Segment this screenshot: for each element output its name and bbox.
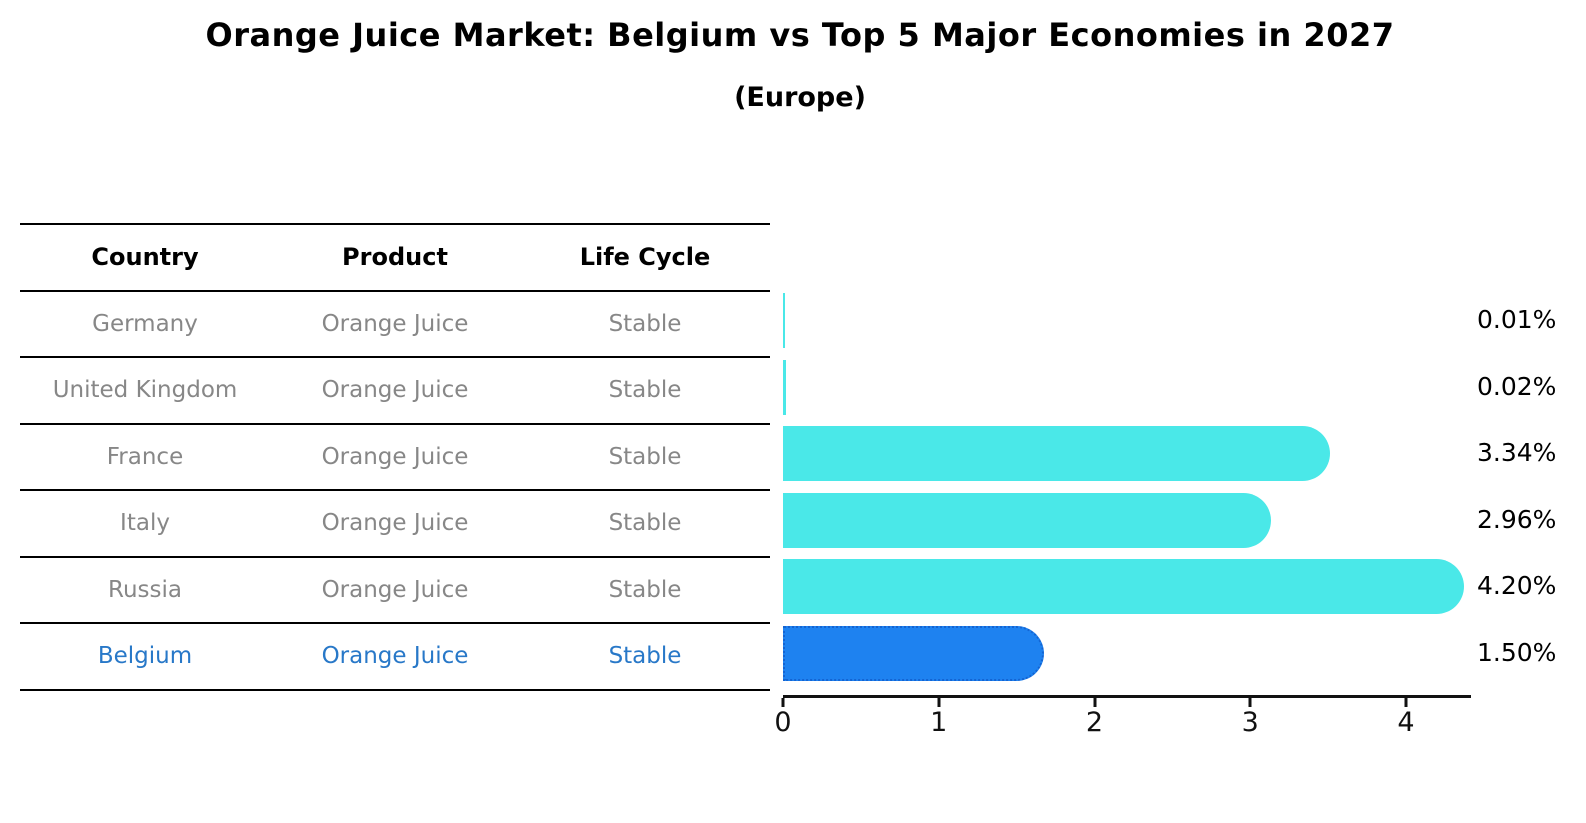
column-header-country: Country	[91, 243, 199, 272]
x-axis-tick-label: 3	[1241, 707, 1259, 738]
country-cell: Russia	[108, 576, 182, 603]
country-cell: Germany	[92, 310, 198, 337]
lifecycle-cell: Stable	[608, 643, 682, 670]
bar-germany	[783, 293, 785, 348]
value-label-france: 3.34%	[1477, 438, 1557, 467]
table-row-italy: Italy Orange Juice Stable	[20, 491, 770, 558]
lifecycle-cell: Stable	[608, 443, 682, 470]
table-header-row: Country Product Life Cycle	[20, 225, 770, 292]
product-cell: Orange Juice	[321, 443, 469, 470]
lifecycle-cell: Stable	[608, 310, 682, 337]
x-axis-tick-label: 4	[1397, 707, 1415, 738]
page-title: Orange Juice Market: Belgium vs Top 5 Ma…	[205, 16, 1395, 54]
value-label-italy: 2.96%	[1477, 504, 1557, 534]
x-axis-tick-label: 1	[930, 707, 948, 738]
bar-russia	[783, 559, 1465, 614]
bar-belgium-highlighted	[783, 625, 1044, 681]
value-label-germany: 0.01%	[1477, 305, 1557, 334]
table-row-germany: Germany Orange Juice Stable	[20, 292, 770, 358]
x-axis-tick	[1248, 698, 1252, 707]
value-label-russia: 4.20%	[1477, 571, 1557, 600]
lifecycle-cell: Stable	[608, 377, 682, 404]
bar-france	[783, 426, 1331, 481]
x-axis-tick-label: 2	[1085, 707, 1104, 738]
column-header-lifecycle: Life Cycle	[579, 243, 711, 272]
lifecycle-cell: Stable	[608, 510, 682, 537]
product-cell: Orange Juice	[321, 576, 469, 603]
product-cell: Orange Juice	[321, 310, 469, 337]
table-row-france: France Orange Juice Stable	[20, 425, 770, 491]
product-cell: Orange Juice	[321, 510, 469, 537]
x-axis-tick	[937, 698, 941, 707]
product-cell: Orange Juice	[321, 377, 469, 404]
x-axis-tick	[1404, 698, 1408, 707]
bar-united-kingdom	[783, 359, 787, 415]
x-axis-tick	[781, 698, 785, 707]
page-subtitle: (Europe)	[734, 82, 866, 113]
value-label-belgium: 1.50%	[1477, 637, 1557, 667]
country-table: Country Product Life Cycle Germany Orang…	[20, 223, 770, 691]
product-cell: Orange Juice	[321, 643, 469, 670]
country-cell: Belgium	[97, 643, 193, 670]
country-cell: United Kingdom	[52, 377, 238, 404]
table-row-russia: Russia Orange Juice Stable	[20, 558, 770, 624]
value-label-united-kingdom: 0.02%	[1477, 371, 1557, 401]
table-row-united-kingdom: United Kingdom Orange Juice Stable	[20, 358, 770, 425]
column-header-product: Product	[342, 243, 448, 272]
x-axis-line	[783, 695, 1471, 698]
x-axis-tick	[1093, 698, 1096, 707]
table-row-belgium: Belgium Orange Juice Stable	[20, 624, 770, 691]
country-cell: Italy	[120, 510, 170, 537]
country-cell: France	[106, 443, 184, 470]
bar-italy	[783, 492, 1272, 548]
x-axis-tick-label: 0	[774, 707, 792, 738]
lifecycle-cell: Stable	[608, 576, 682, 603]
